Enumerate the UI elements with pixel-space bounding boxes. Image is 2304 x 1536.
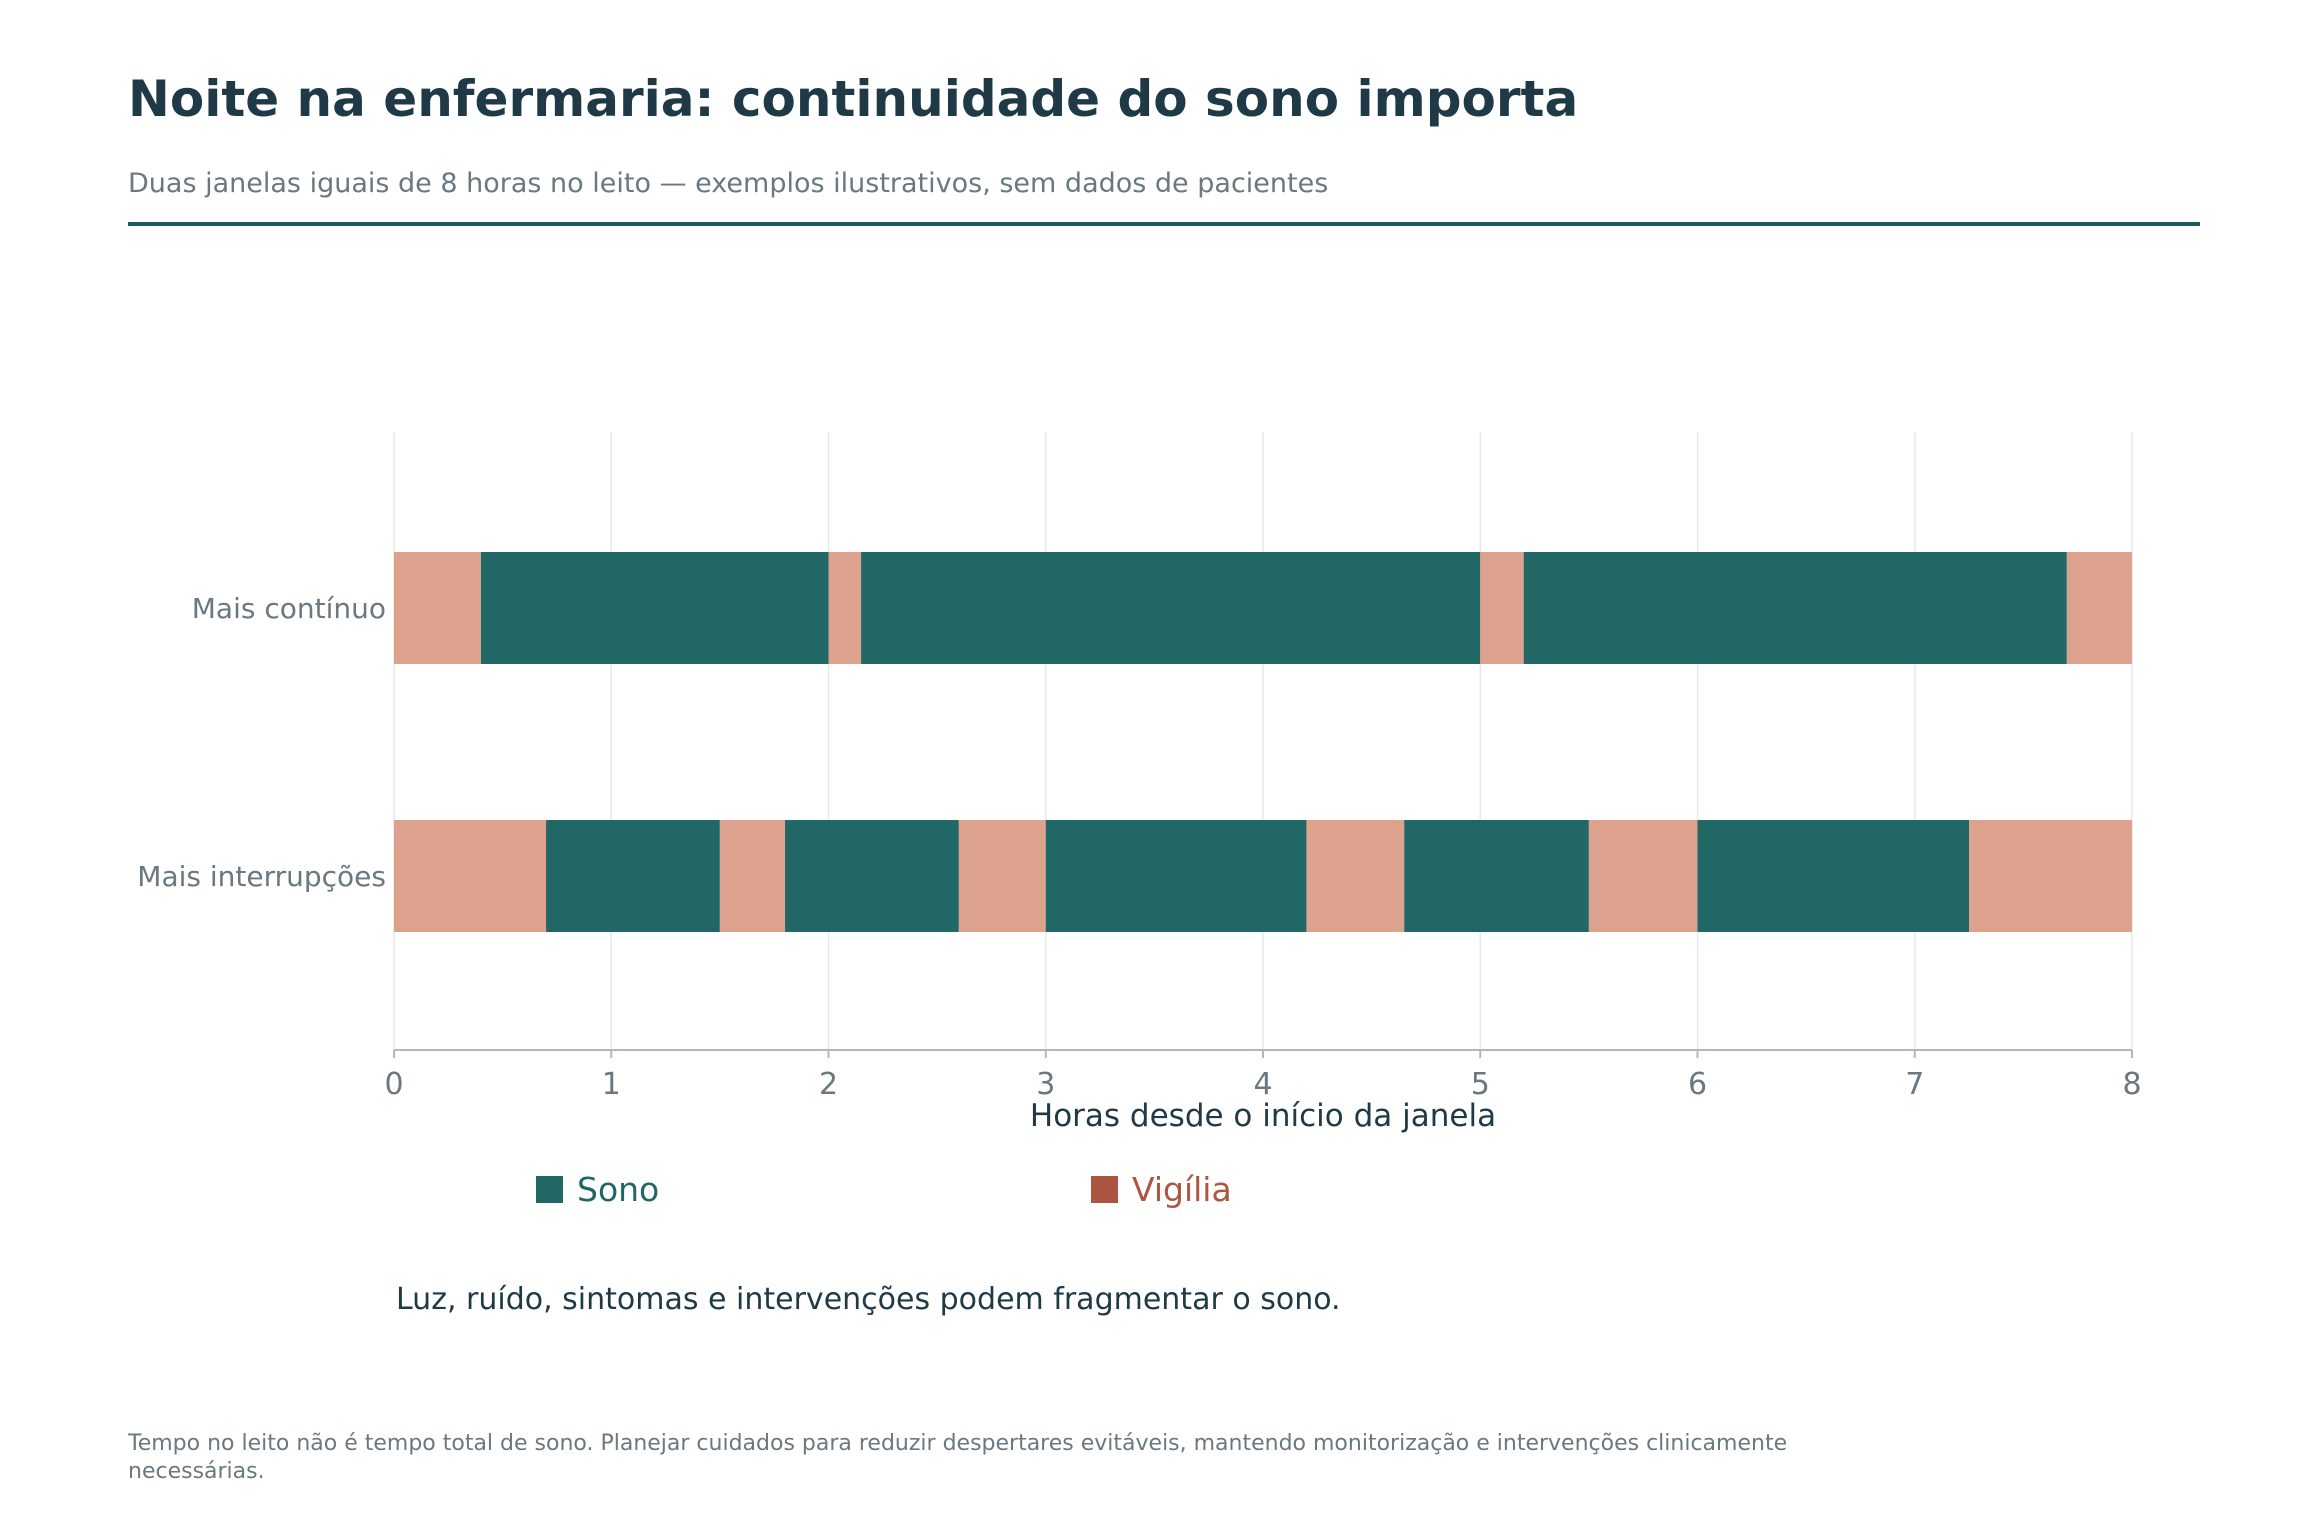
legend-item-sleep: Sono xyxy=(536,1170,659,1209)
bar-segment-wake xyxy=(1969,820,2132,932)
bar-segment-wake xyxy=(958,820,1046,932)
chart-note: Luz, ruído, sintomas e intervenções pode… xyxy=(396,1282,1341,1317)
bar-segment-wake xyxy=(1480,552,1524,664)
bar-segment-sleep xyxy=(480,552,829,664)
legend-swatch-sleep xyxy=(536,1176,563,1203)
legend-swatch-wake xyxy=(1091,1176,1118,1203)
bar-segment-wake xyxy=(719,820,786,932)
bar-segment-wake xyxy=(1306,820,1405,932)
chart-title: Noite na enfermaria: continuidade do son… xyxy=(128,70,1579,128)
legend-label-wake: Vigília xyxy=(1132,1170,1232,1209)
bar-segment-sleep xyxy=(861,552,1481,664)
x-tick-label: 2 xyxy=(819,1067,838,1102)
x-tick-label: 0 xyxy=(384,1067,403,1102)
x-tick-label: 8 xyxy=(2122,1067,2141,1102)
bar-segment-wake xyxy=(394,552,481,664)
legend-label-sleep: Sono xyxy=(577,1170,660,1209)
x-tick-label: 6 xyxy=(1688,1067,1707,1102)
bar-segment-wake xyxy=(2066,552,2132,664)
legend-item-wake: Vigília xyxy=(1091,1170,1232,1209)
footnote: Tempo no leito não é tempo total de sono… xyxy=(128,1431,1788,1484)
chart-subtitle: Duas janelas iguais de 8 horas no leito … xyxy=(128,168,1329,199)
x-tick-label: 1 xyxy=(602,1067,621,1102)
x-tick-label: 5 xyxy=(1471,1067,1490,1102)
bar-segment-sleep xyxy=(546,820,720,932)
x-tick-label: 7 xyxy=(1905,1067,1924,1102)
bar-segment-wake xyxy=(1588,820,1698,932)
bar-segment-sleep xyxy=(1045,820,1307,932)
x-tick-label: 4 xyxy=(1253,1067,1272,1102)
bar-segment-sleep xyxy=(785,820,959,932)
bar-segment-sleep xyxy=(1404,820,1589,932)
bar-segment-sleep xyxy=(1523,552,2067,664)
bar-segment-wake xyxy=(828,552,862,664)
x-axis-title: Horas desde o início da janela xyxy=(1030,1098,1496,1134)
bar-segment-sleep xyxy=(1697,820,1970,932)
header-divider xyxy=(128,222,2200,226)
category-label: Mais interrupções xyxy=(137,860,386,893)
category-label: Mais contínuo xyxy=(192,592,386,625)
bar-segment-wake xyxy=(394,820,547,932)
x-tick-label: 3 xyxy=(1036,1067,1055,1102)
